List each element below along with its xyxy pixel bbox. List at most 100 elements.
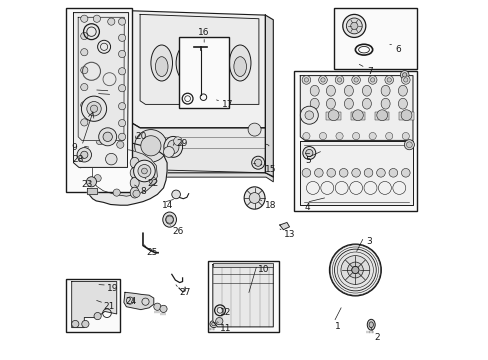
- Circle shape: [384, 76, 393, 84]
- Bar: [350, 112, 365, 120]
- Text: 14: 14: [162, 201, 173, 210]
- Circle shape: [364, 168, 372, 177]
- Circle shape: [326, 168, 335, 177]
- Text: 26: 26: [172, 227, 183, 236]
- Text: 12: 12: [220, 308, 231, 317]
- Circle shape: [118, 133, 125, 140]
- Circle shape: [105, 153, 117, 165]
- Bar: [207, 261, 278, 332]
- Circle shape: [327, 110, 338, 121]
- Polygon shape: [300, 141, 412, 205]
- Circle shape: [319, 132, 326, 140]
- Ellipse shape: [398, 85, 407, 96]
- Circle shape: [118, 34, 125, 41]
- Circle shape: [81, 84, 88, 91]
- Circle shape: [401, 76, 409, 84]
- Ellipse shape: [244, 187, 264, 209]
- Circle shape: [118, 50, 125, 58]
- Ellipse shape: [325, 98, 335, 109]
- Ellipse shape: [130, 187, 139, 198]
- Circle shape: [351, 266, 358, 274]
- Circle shape: [334, 249, 375, 291]
- Circle shape: [352, 110, 363, 121]
- Circle shape: [118, 68, 125, 75]
- Circle shape: [171, 190, 180, 199]
- Text: 20: 20: [136, 132, 147, 140]
- Text: 8: 8: [140, 187, 145, 196]
- Circle shape: [93, 15, 101, 22]
- Circle shape: [87, 102, 101, 116]
- Circle shape: [96, 138, 103, 145]
- Circle shape: [118, 85, 125, 92]
- Circle shape: [305, 149, 312, 157]
- Polygon shape: [86, 136, 167, 205]
- Circle shape: [134, 130, 167, 162]
- Polygon shape: [300, 76, 412, 140]
- Bar: [333, 8, 416, 69]
- Text: 4: 4: [305, 202, 310, 211]
- Circle shape: [342, 14, 365, 37]
- Polygon shape: [92, 140, 157, 196]
- Circle shape: [251, 156, 264, 169]
- Circle shape: [400, 71, 408, 79]
- Ellipse shape: [368, 322, 373, 328]
- Circle shape: [81, 96, 106, 121]
- Polygon shape: [73, 13, 128, 167]
- Text: 24: 24: [125, 297, 137, 306]
- Text: 17: 17: [222, 100, 233, 109]
- Ellipse shape: [180, 57, 193, 77]
- Circle shape: [149, 177, 156, 184]
- Text: 2: 2: [374, 333, 380, 342]
- Bar: [302, 112, 316, 120]
- Circle shape: [376, 110, 387, 121]
- Circle shape: [138, 165, 151, 177]
- Ellipse shape: [130, 157, 139, 168]
- Circle shape: [388, 168, 397, 177]
- Bar: [212, 263, 273, 267]
- Circle shape: [133, 160, 155, 182]
- Circle shape: [320, 78, 325, 82]
- Circle shape: [81, 49, 88, 56]
- Circle shape: [103, 132, 112, 141]
- Bar: [66, 8, 132, 192]
- Ellipse shape: [155, 57, 168, 77]
- Circle shape: [370, 78, 374, 82]
- Circle shape: [318, 76, 326, 84]
- Ellipse shape: [344, 85, 353, 96]
- Circle shape: [351, 168, 360, 177]
- Circle shape: [400, 110, 411, 121]
- Ellipse shape: [325, 85, 335, 96]
- Bar: [325, 112, 340, 120]
- Text: 3: 3: [366, 238, 371, 246]
- Polygon shape: [78, 17, 124, 140]
- Circle shape: [385, 132, 392, 140]
- Circle shape: [303, 110, 314, 121]
- Polygon shape: [72, 282, 117, 328]
- Ellipse shape: [163, 212, 176, 227]
- Circle shape: [401, 168, 409, 177]
- Circle shape: [305, 111, 313, 120]
- Text: 18: 18: [265, 201, 276, 210]
- Polygon shape: [265, 15, 273, 177]
- Ellipse shape: [366, 319, 374, 330]
- Circle shape: [351, 266, 358, 274]
- Circle shape: [335, 132, 343, 140]
- Ellipse shape: [209, 320, 218, 328]
- Text: 5: 5: [305, 156, 310, 165]
- Text: 29: 29: [176, 139, 187, 148]
- Circle shape: [367, 76, 376, 84]
- Circle shape: [81, 119, 88, 126]
- Ellipse shape: [207, 57, 220, 77]
- Text: 25: 25: [146, 248, 158, 257]
- Circle shape: [254, 159, 261, 166]
- Circle shape: [118, 120, 125, 127]
- Bar: [179, 37, 229, 108]
- Circle shape: [353, 78, 358, 82]
- Bar: [374, 112, 388, 120]
- Circle shape: [302, 168, 310, 177]
- Bar: [399, 112, 413, 120]
- Text: 16: 16: [198, 28, 209, 37]
- Text: 22: 22: [147, 179, 158, 188]
- Ellipse shape: [130, 177, 139, 188]
- Circle shape: [302, 132, 309, 140]
